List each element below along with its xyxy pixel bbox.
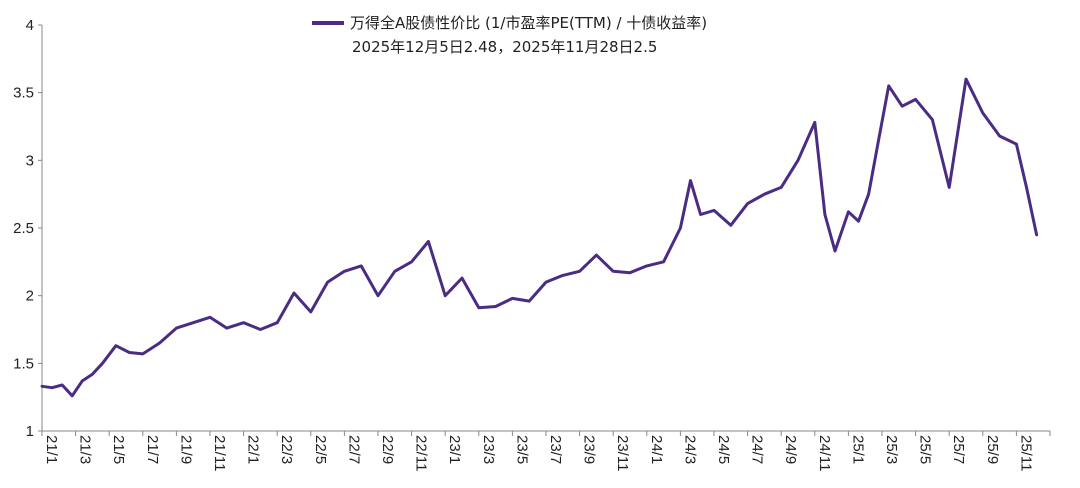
legend-label: 万得全A股债性价比 (1/市盈率PE(TTM) / 十债收益率) — [350, 14, 707, 32]
series-line — [40, 77, 1039, 398]
x-tick-label: 24/11 — [816, 435, 833, 471]
legend-note: 2025年12月5日2.48，2025年11月28日2.5 — [352, 38, 657, 56]
y-tick-label: 3.5 — [13, 85, 34, 102]
x-tick-label: 21/11 — [211, 435, 228, 471]
x-tick-label: 22/5 — [312, 435, 329, 464]
x-tick-label: 21/3 — [77, 435, 94, 464]
x-tick-label: 22/11 — [413, 435, 430, 471]
y-tick-label: 1 — [26, 423, 34, 440]
x-tick-label: 23/3 — [480, 435, 497, 464]
y-tick-label: 2.5 — [13, 220, 34, 237]
x-tick-label: 25/3 — [883, 435, 900, 464]
x-tick-label: 25/7 — [950, 435, 967, 464]
x-tick-label: 25/1 — [849, 435, 866, 464]
x-tick-label: 21/5 — [110, 435, 127, 464]
x-tick-label: 25/11 — [1017, 435, 1034, 471]
x-tick-label: 22/1 — [245, 435, 262, 464]
x-tick-label: 24/1 — [648, 435, 665, 464]
x-tick-label: 21/7 — [144, 435, 161, 464]
x-tick-label: 25/5 — [917, 435, 934, 464]
y-tick-label: 3 — [26, 152, 34, 169]
y-tick-label: 1.5 — [13, 355, 34, 372]
y-axis: 1 1.5 2 2.5 3 3.5 4 — [13, 17, 43, 440]
x-tick-label: 24/5 — [715, 435, 732, 464]
x-tick-label: 24/9 — [782, 435, 799, 464]
x-tick-label: 22/9 — [379, 435, 396, 464]
x-tick-label: 23/11 — [614, 435, 631, 471]
plot-area — [40, 77, 1039, 398]
y-tick-label: 2 — [26, 288, 34, 305]
x-tick-label: 24/3 — [681, 435, 698, 464]
x-tick-label: 23/9 — [581, 435, 598, 464]
legend: 万得全A股债性价比 (1/市盈率PE(TTM) / 十债收益率) 2025年12… — [312, 14, 707, 56]
x-tick-label: 23/5 — [513, 435, 530, 464]
x-axis: 21/1 21/3 21/5 21/7 21/9 21/11 22/1 22/3 22/5 22/… — [41, 430, 1051, 471]
y-tick-label: 4 — [26, 17, 34, 34]
x-tick-label: 23/7 — [547, 435, 564, 464]
x-tick-label: 25/9 — [984, 435, 1001, 464]
x-tick-label: 22/7 — [345, 435, 362, 464]
x-tick-label: 24/7 — [749, 435, 766, 464]
x-tick-label: 21/9 — [177, 435, 194, 464]
x-tick-label: 22/3 — [278, 435, 295, 464]
x-tick-label: 23/1 — [446, 435, 463, 464]
x-tick-label: 21/1 — [43, 435, 60, 464]
